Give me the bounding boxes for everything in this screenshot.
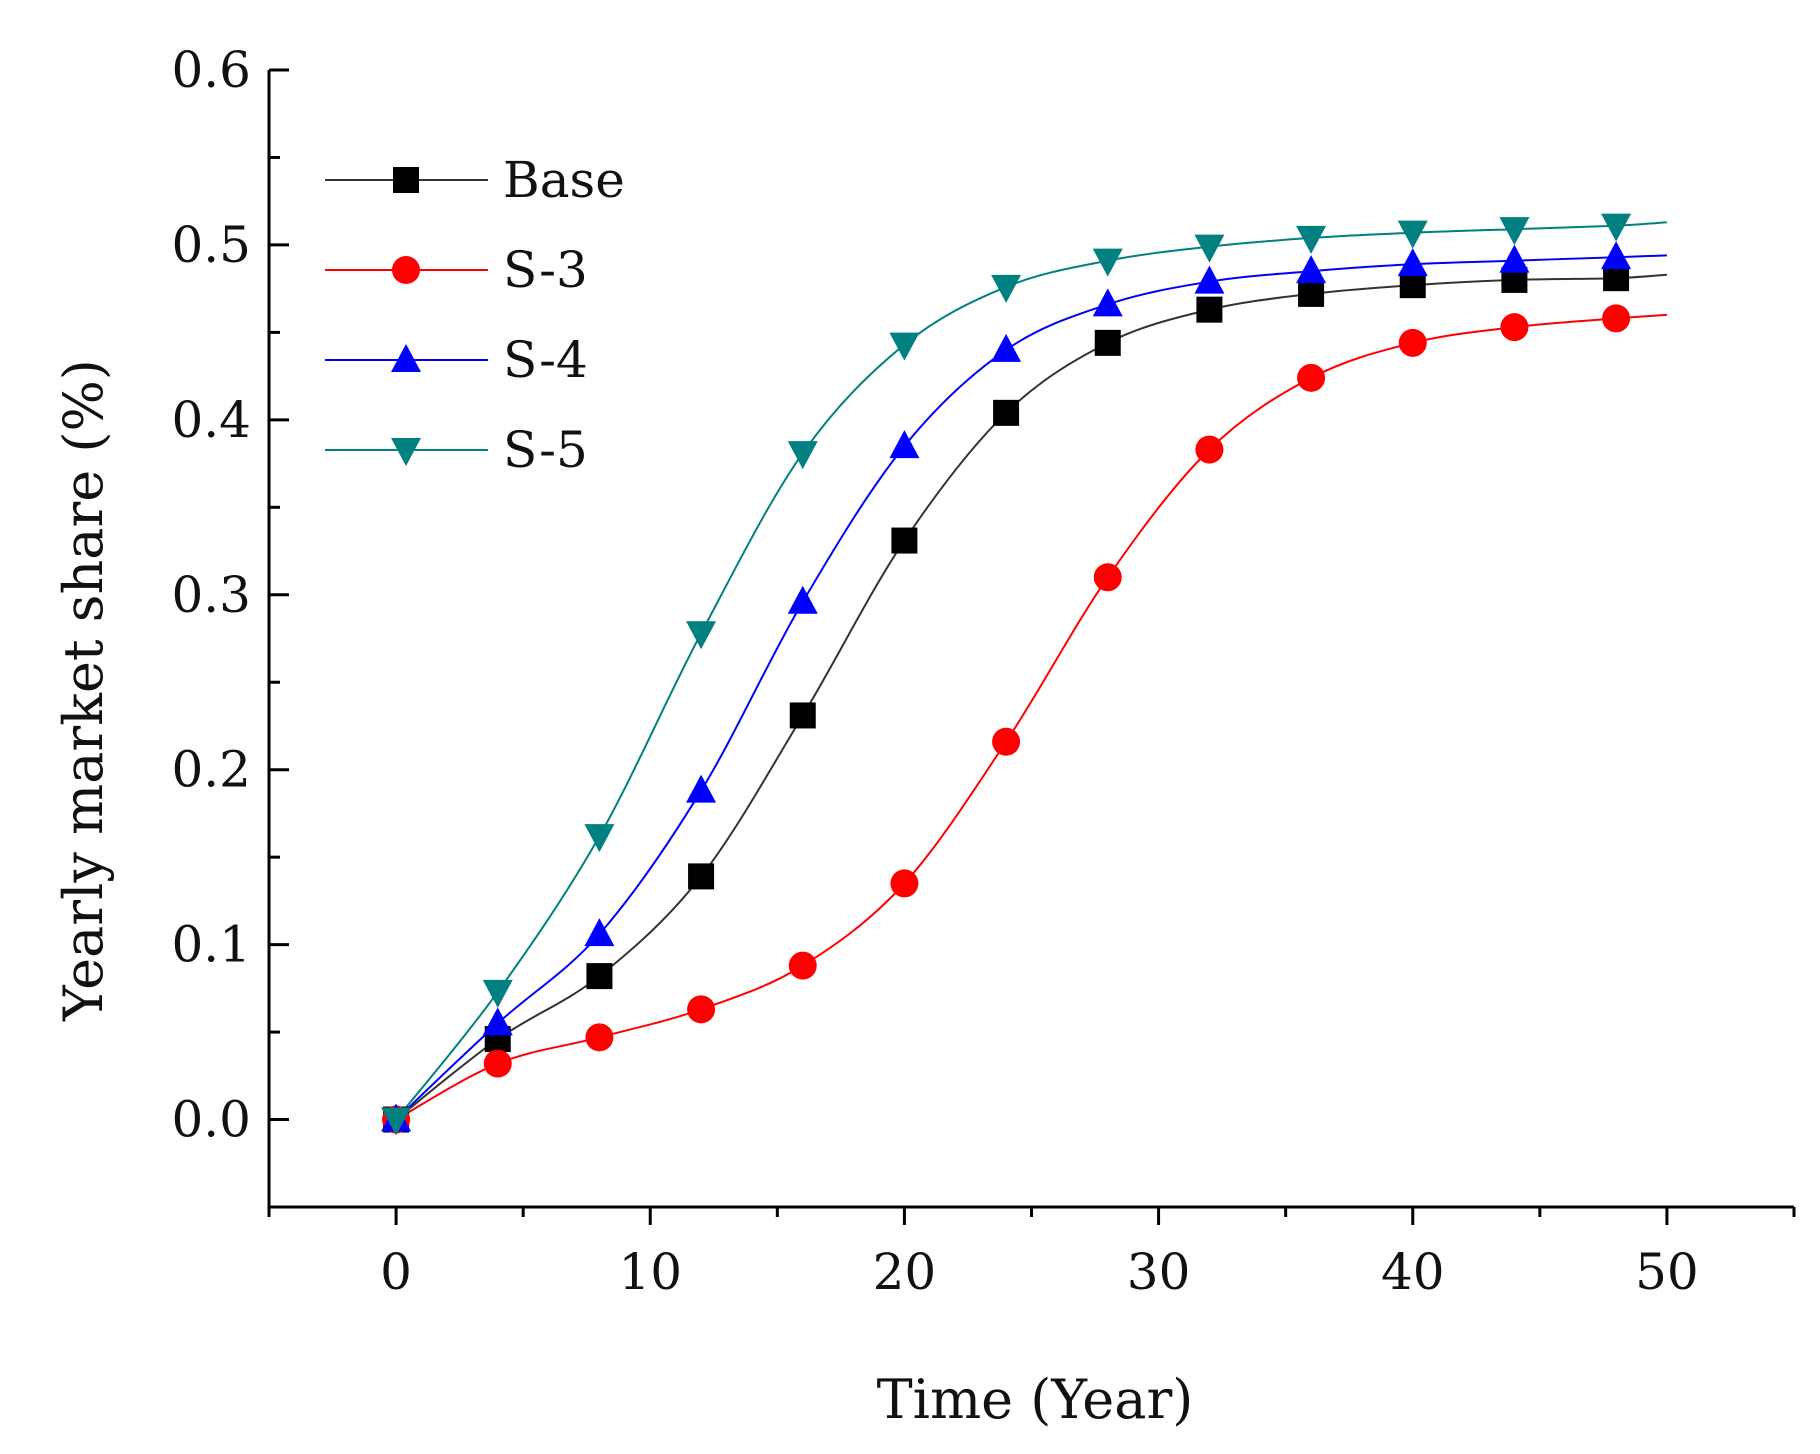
data-point-s-4 bbox=[482, 1007, 513, 1036]
data-point-base bbox=[586, 963, 613, 990]
data-point-s-5 bbox=[1601, 213, 1632, 242]
data-point-s-5 bbox=[1194, 234, 1225, 263]
data-point-s-4 bbox=[686, 774, 717, 803]
data-point-s-4 bbox=[1601, 241, 1632, 270]
x-tick-label: 30 bbox=[1127, 1243, 1191, 1301]
x-tick-label: 0 bbox=[380, 1243, 412, 1301]
data-point-s-5 bbox=[889, 332, 920, 361]
data-point-s-5 bbox=[381, 1107, 412, 1136]
data-point-s-5 bbox=[686, 621, 717, 650]
data-point-s-4 bbox=[1296, 255, 1327, 284]
y-axis-title: Yearly market share (%) bbox=[52, 359, 115, 1022]
y-tick-label: 0.2 bbox=[171, 741, 251, 799]
data-point-s-3 bbox=[585, 1023, 614, 1052]
data-point-base bbox=[688, 863, 715, 890]
data-point-s-4 bbox=[787, 585, 818, 614]
data-point-base bbox=[1399, 272, 1426, 299]
data-point-s-4 bbox=[1397, 248, 1428, 277]
data-point-base bbox=[993, 399, 1020, 426]
data-point-s-5 bbox=[1499, 217, 1530, 246]
series-line-base bbox=[395, 273, 1667, 1121]
legend-marker-base bbox=[393, 167, 419, 193]
y-tick-label: 0.5 bbox=[171, 216, 251, 274]
data-point-s-3 bbox=[1500, 313, 1529, 342]
legend-label-s-3: S-3 bbox=[503, 241, 588, 299]
y-tick-label: 0.3 bbox=[171, 566, 251, 624]
data-point-base bbox=[1298, 280, 1325, 307]
legend-marker-s-4 bbox=[391, 344, 421, 372]
data-point-s-3 bbox=[1398, 328, 1427, 357]
y-tick-label: 0.1 bbox=[171, 916, 251, 974]
data-point-s-5 bbox=[787, 441, 818, 470]
data-point-s-3 bbox=[788, 951, 817, 980]
x-axis-title: Time (Year) bbox=[877, 1368, 1194, 1431]
data-point-s-3 bbox=[890, 869, 919, 898]
data-point-s-5 bbox=[1397, 220, 1428, 249]
data-point-base bbox=[1196, 296, 1223, 323]
axes: 0.0 0.1 0.2 0.3 0.4 0.5 0.6 0 10 20 30 40 50 bbox=[171, 41, 1796, 1301]
x-tick-label: 20 bbox=[873, 1243, 937, 1301]
data-point-s-5 bbox=[991, 274, 1022, 303]
data-point-s-5 bbox=[1092, 248, 1123, 277]
data-point-s-5 bbox=[1296, 225, 1327, 254]
data-point-s-4 bbox=[991, 333, 1022, 362]
data-point-base bbox=[789, 702, 816, 729]
y-tick-label: 0.0 bbox=[171, 1091, 251, 1149]
series-markers bbox=[381, 213, 1632, 1136]
legend-label-s-4: S-4 bbox=[503, 331, 588, 389]
x-tick-label: 40 bbox=[1381, 1243, 1445, 1301]
legend-marker-s-3 bbox=[392, 256, 420, 284]
data-point-s-4 bbox=[584, 918, 615, 947]
data-point-s-3 bbox=[1297, 363, 1326, 392]
series-line-s-3 bbox=[395, 313, 1667, 1121]
data-point-s-4 bbox=[1092, 288, 1123, 317]
y-tick-label: 0.4 bbox=[171, 391, 251, 449]
data-point-base bbox=[891, 527, 918, 554]
data-point-s-3 bbox=[1195, 435, 1224, 464]
data-point-s-5 bbox=[584, 824, 615, 853]
data-point-s-3 bbox=[687, 995, 716, 1024]
data-point-base bbox=[1603, 265, 1630, 292]
data-point-s-3 bbox=[483, 1049, 512, 1078]
data-point-s-5 bbox=[482, 979, 513, 1008]
x-tick-label: 10 bbox=[618, 1243, 682, 1301]
data-point-s-4 bbox=[889, 430, 920, 459]
legend-marker-s-5 bbox=[391, 438, 421, 466]
data-point-s-3 bbox=[992, 727, 1021, 756]
legend-label-s-5: S-5 bbox=[503, 421, 588, 479]
data-point-base bbox=[1094, 329, 1121, 356]
y-tick-label: 0.6 bbox=[171, 41, 251, 99]
legend-label-base: Base bbox=[503, 151, 625, 209]
data-point-s-3 bbox=[1093, 563, 1122, 592]
legend: Base S-3 S-4 S-5 bbox=[325, 151, 625, 479]
x-tick-label: 50 bbox=[1635, 1243, 1699, 1301]
data-point-s-4 bbox=[1499, 244, 1530, 273]
data-point-s-3 bbox=[1602, 304, 1631, 333]
data-point-s-4 bbox=[1194, 265, 1225, 294]
